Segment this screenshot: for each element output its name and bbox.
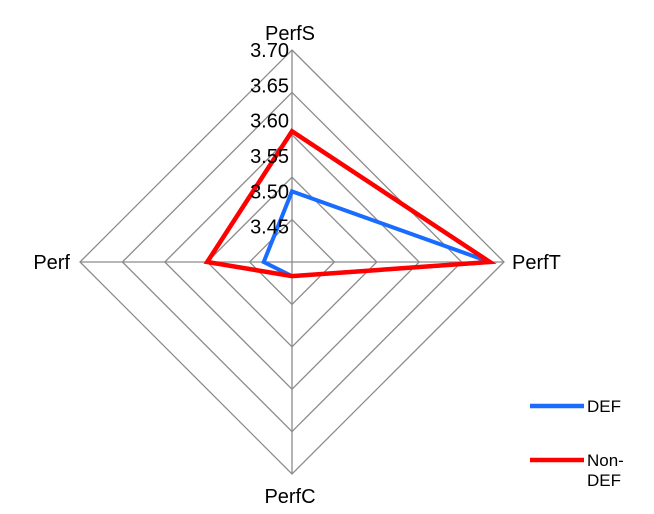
tick-label: 3.70 bbox=[250, 40, 289, 62]
tick-label: 3.60 bbox=[250, 111, 289, 133]
legend: DEF Non-DEF bbox=[530, 397, 624, 490]
series-non-def-line bbox=[203, 128, 497, 279]
axis-label-perf: Perf bbox=[33, 252, 70, 274]
grid-layer bbox=[79, 49, 505, 475]
tick-label: 3.50 bbox=[250, 181, 289, 203]
tick-label: 3.45 bbox=[250, 217, 289, 239]
legend-label-non-def: Non-DEF bbox=[587, 451, 624, 490]
tick-label: 3.65 bbox=[250, 75, 289, 97]
axis-label-perft: PerfT bbox=[512, 252, 561, 274]
tick-label: 3.55 bbox=[250, 146, 289, 168]
axis-label-perfs: PerfS bbox=[265, 23, 315, 45]
tick-labels: 3.45 3.50 3.55 3.60 3.65 3.70 bbox=[250, 40, 289, 239]
axis-label-perfc: PerfC bbox=[264, 486, 315, 508]
series-layer bbox=[203, 128, 497, 279]
axis-labels: PerfS PerfT PerfC Perf bbox=[33, 23, 561, 508]
legend-label-def: DEF bbox=[587, 397, 621, 416]
